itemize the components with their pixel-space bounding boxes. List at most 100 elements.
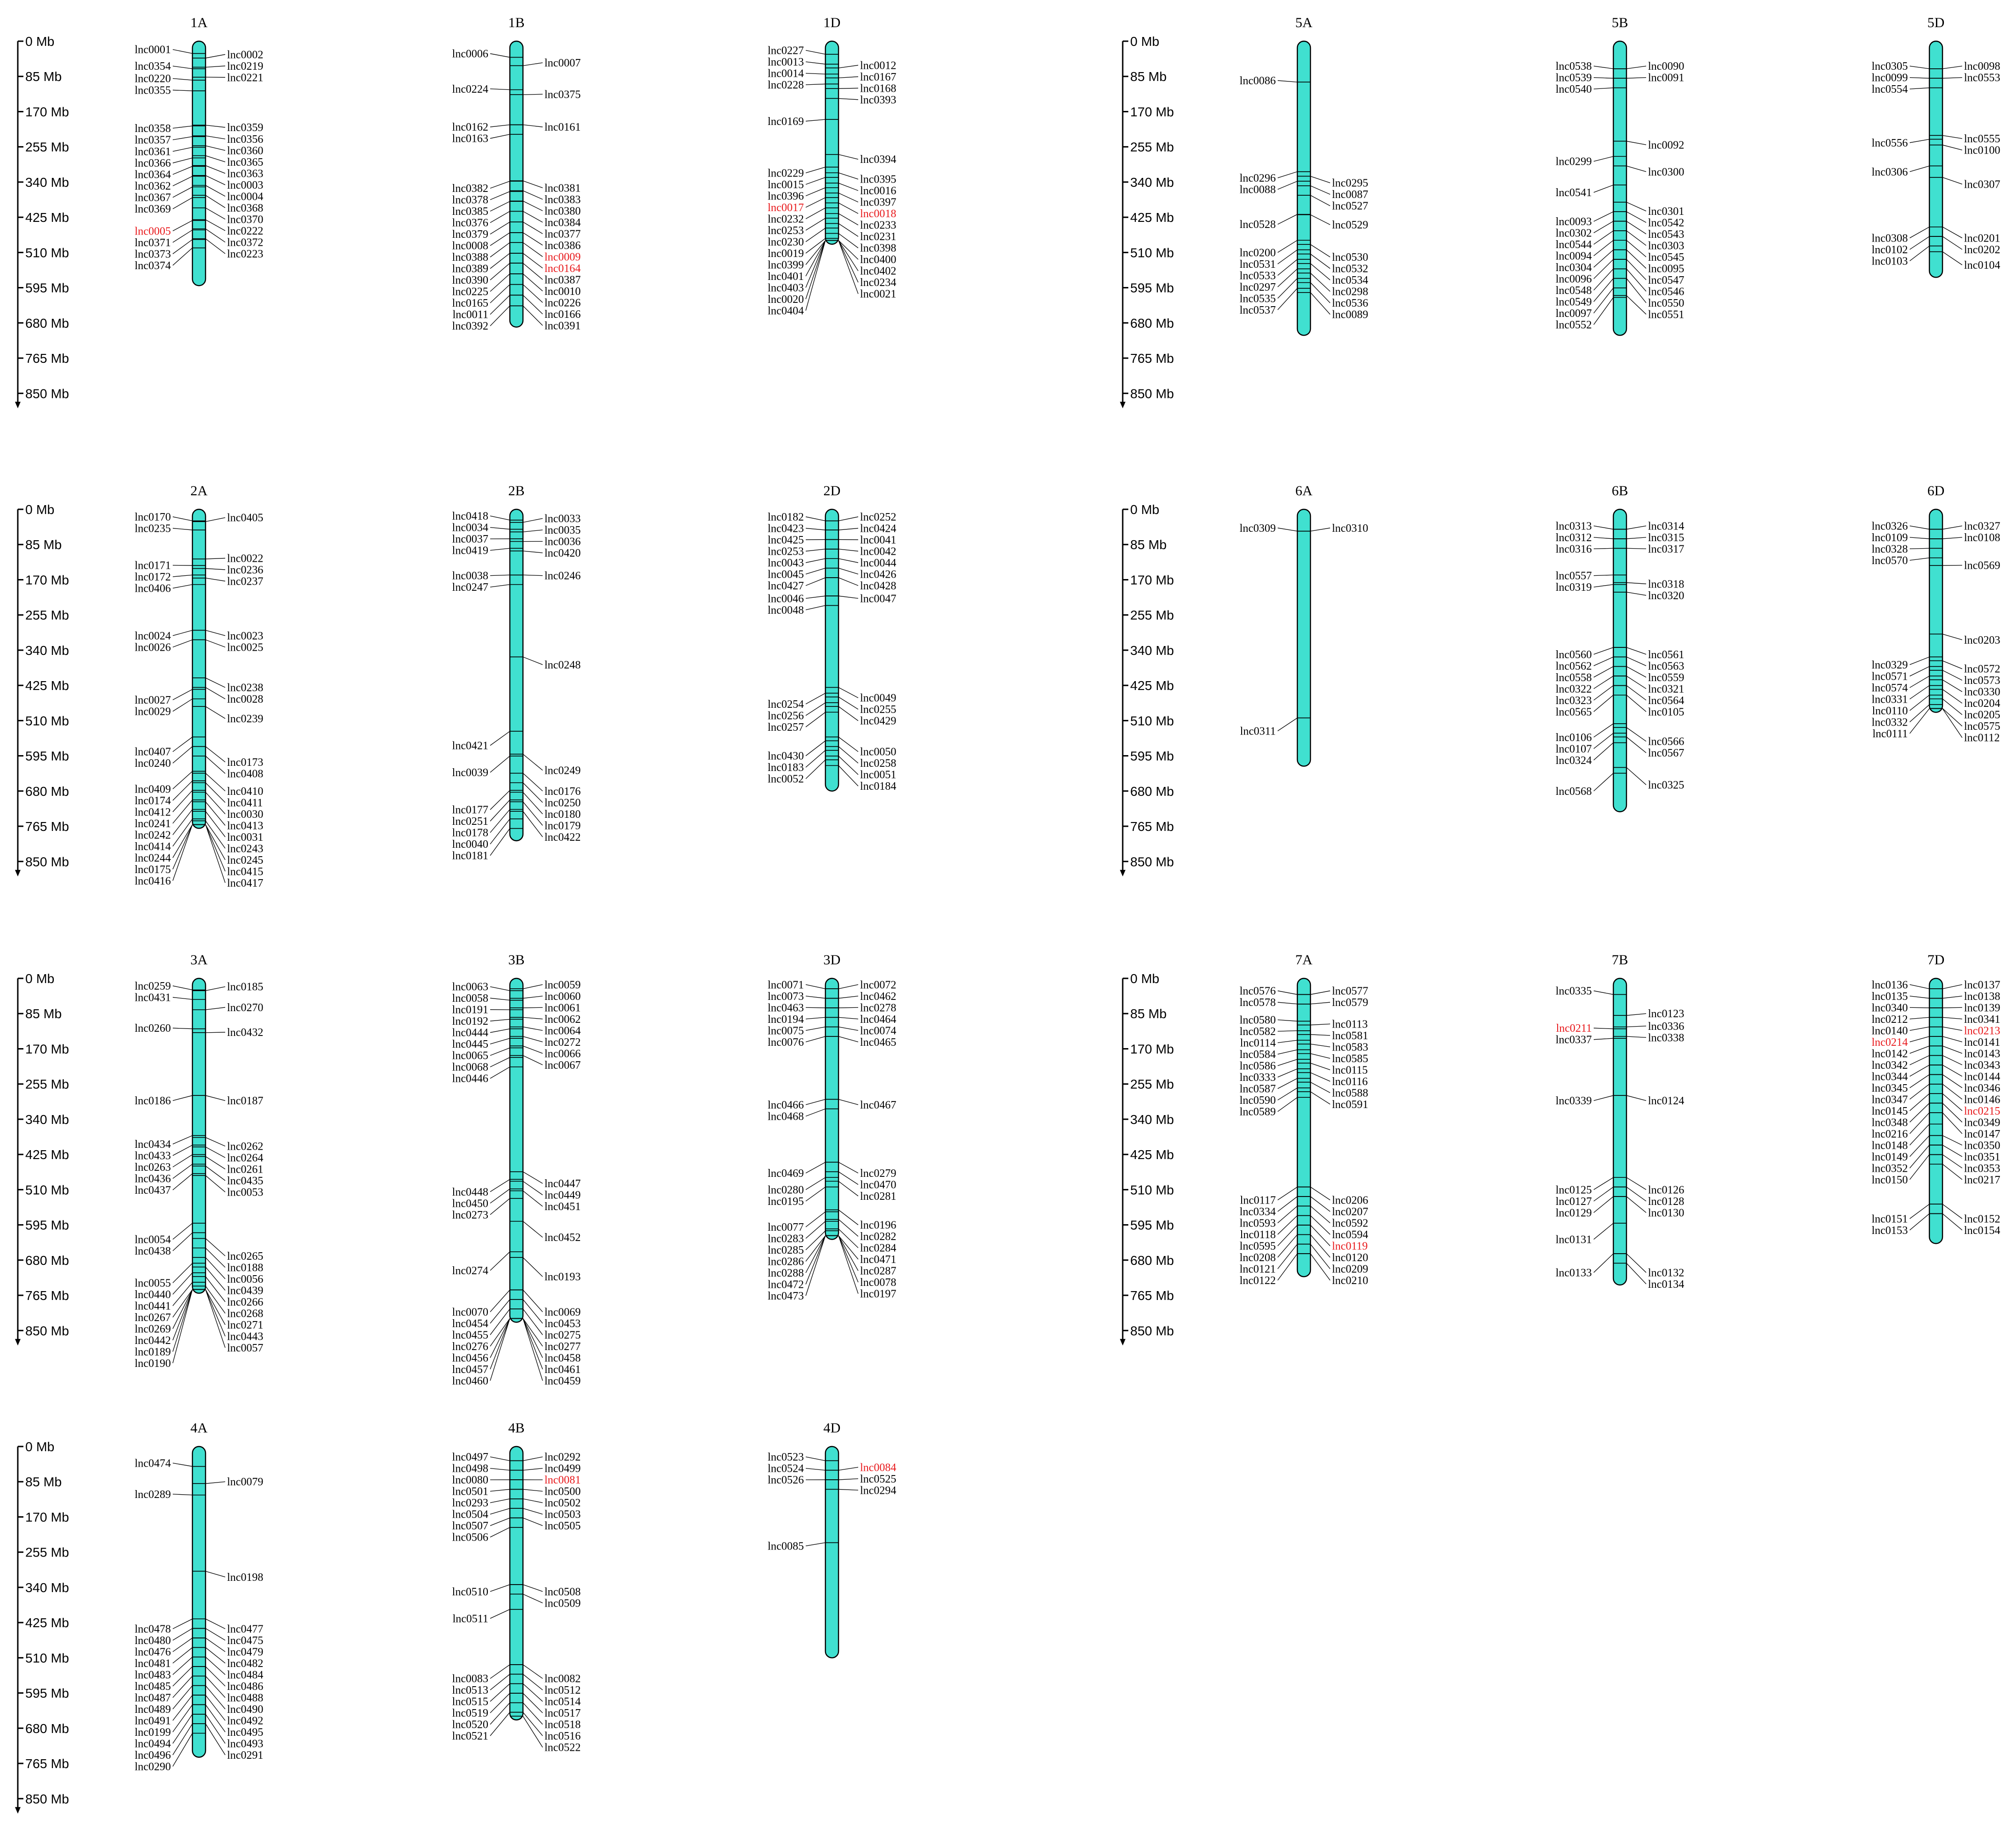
- axis-tick-label: 255 Mb: [1130, 608, 1174, 623]
- chromosome-title: 5D: [1928, 15, 1945, 30]
- gene-label: lnc0394: [860, 154, 896, 166]
- gene-connector: [1909, 984, 1930, 989]
- gene-connector: [205, 687, 226, 699]
- gene-label: lnc0464: [860, 1013, 896, 1026]
- gene-connector: [1626, 676, 1647, 689]
- gene-connector: [522, 984, 543, 989]
- gene-label: lnc0415: [227, 866, 263, 878]
- gene-label: lnc0222: [227, 225, 263, 237]
- gene-label: lnc0445: [452, 1038, 488, 1050]
- gene-label: lnc0549: [1556, 296, 1592, 308]
- gene-connector: [205, 517, 226, 522]
- gene-connector: [1626, 695, 1647, 712]
- gene-label: lnc0047: [860, 593, 896, 605]
- gene-connector: [838, 76, 859, 79]
- gene-label: lnc0595: [1240, 1240, 1276, 1252]
- gene-label: lnc0438: [135, 1245, 171, 1257]
- gene-connector: [172, 1135, 193, 1145]
- gene-connector: [805, 528, 826, 530]
- gene-connector: [172, 229, 193, 243]
- gene-connector: [205, 155, 226, 162]
- gene-label: lnc0063: [452, 981, 488, 993]
- gene-label: lnc0542: [1648, 217, 1684, 229]
- gene-connector: [1909, 1204, 1930, 1219]
- gene-connector: [805, 197, 826, 208]
- gene-label: lnc0110: [1872, 705, 1908, 717]
- gene-label: lnc0416: [135, 875, 171, 887]
- gene-connector: [490, 1318, 510, 1347]
- gene-connector: [1942, 1065, 1963, 1077]
- chromosome-body: [509, 1446, 524, 1721]
- axis-tick-label: 850 Mb: [1130, 386, 1174, 401]
- gene-label: lnc0471: [860, 1254, 896, 1266]
- gene-label: lnc0505: [544, 1520, 581, 1532]
- gene-connector: [205, 1637, 226, 1652]
- gene-label: lnc0433: [135, 1150, 171, 1162]
- gene-connector: [1277, 181, 1298, 190]
- chromosome-title: 5A: [1295, 15, 1313, 30]
- gene-connector: [1593, 990, 1614, 995]
- axis-tick-label: 255 Mb: [25, 1077, 69, 1092]
- gene-label: lnc0041: [860, 534, 896, 546]
- gene-label: lnc0033: [544, 513, 581, 525]
- axis-tick-label: 425 Mb: [1130, 210, 1174, 225]
- gene-label: lnc0122: [1240, 1275, 1276, 1287]
- gene-label: lnc0592: [1332, 1217, 1368, 1229]
- gene-label: lnc0064: [544, 1025, 581, 1037]
- gene-connector: [172, 809, 193, 835]
- gene-connector: [1593, 548, 1614, 550]
- gene-label: lnc0292: [544, 1451, 581, 1463]
- gene-label: lnc0188: [227, 1262, 263, 1274]
- chromosome-body: [1928, 977, 1943, 1244]
- gene-label: lnc0421: [452, 740, 488, 752]
- gene-label: lnc0453: [544, 1318, 581, 1330]
- chromosome-title: 3B: [508, 952, 524, 968]
- gene-label: lnc0017: [768, 202, 804, 214]
- chromosome-2d: 2Dlnc0182lnc0423lnc0425lnc0253lnc0043lnc…: [768, 483, 897, 793]
- gene-label: lnc0502: [544, 1497, 581, 1509]
- gene-connector: [172, 125, 193, 129]
- gene-connector: [1942, 1112, 1963, 1134]
- gene-label: lnc0551: [1648, 308, 1684, 321]
- gene-connector: [490, 1057, 510, 1067]
- gene-connector: [172, 1289, 193, 1318]
- gene-label: lnc0277: [544, 1341, 581, 1353]
- chromosome-7d: 7Dlnc0136lnc0135lnc0340lnc0212lnc0140lnc…: [1872, 952, 2000, 1244]
- gene-connector: [838, 1026, 859, 1031]
- gene-connector: [490, 1498, 510, 1503]
- gene-connector: [172, 824, 193, 881]
- gene-label: lnc0499: [544, 1463, 581, 1475]
- gene-label: lnc0535: [1240, 293, 1276, 305]
- gene-connector: [1277, 528, 1298, 532]
- gene-label: lnc0369: [135, 203, 171, 215]
- gene-label: lnc0478: [135, 1623, 171, 1635]
- gene-connector: [805, 750, 826, 768]
- gene-connector: [172, 1704, 193, 1733]
- axis-tick-label: 510 Mb: [25, 713, 69, 728]
- gene-label: lnc0214: [1872, 1036, 1908, 1049]
- gene-connector: [805, 1007, 826, 1008]
- gene-connector: [522, 518, 543, 523]
- gene-label: lnc0339: [1556, 1095, 1592, 1107]
- gene-label: lnc0593: [1240, 1217, 1276, 1229]
- gene-label: lnc0422: [544, 831, 581, 844]
- gene-connector: [172, 790, 193, 812]
- gene-connector: [1593, 666, 1614, 678]
- gene-connector: [522, 551, 543, 553]
- gene-label: lnc0440: [135, 1289, 171, 1301]
- gene-label: lnc0024: [135, 630, 171, 642]
- axis-tick-label: 425 Mb: [25, 210, 69, 225]
- gene-connector: [805, 1542, 826, 1547]
- gene-label: lnc0466: [768, 1099, 804, 1111]
- gene-connector: [205, 66, 226, 68]
- gene-label: lnc0191: [452, 1004, 488, 1016]
- scale-axis: 0 Mb 85 Mb 170 Mb 255 Mb 340 Mb 425 Mb 510 Mb 5…: [15, 1439, 69, 1814]
- gene-connector: [1909, 695, 1930, 711]
- gene-label: lnc0306: [1872, 166, 1908, 178]
- gene-connector: [205, 1714, 226, 1744]
- gene-label: lnc0015: [768, 179, 804, 191]
- gene-connector: [1942, 227, 1963, 238]
- gene-connector: [1310, 272, 1331, 292]
- gene-label: lnc0283: [768, 1233, 804, 1245]
